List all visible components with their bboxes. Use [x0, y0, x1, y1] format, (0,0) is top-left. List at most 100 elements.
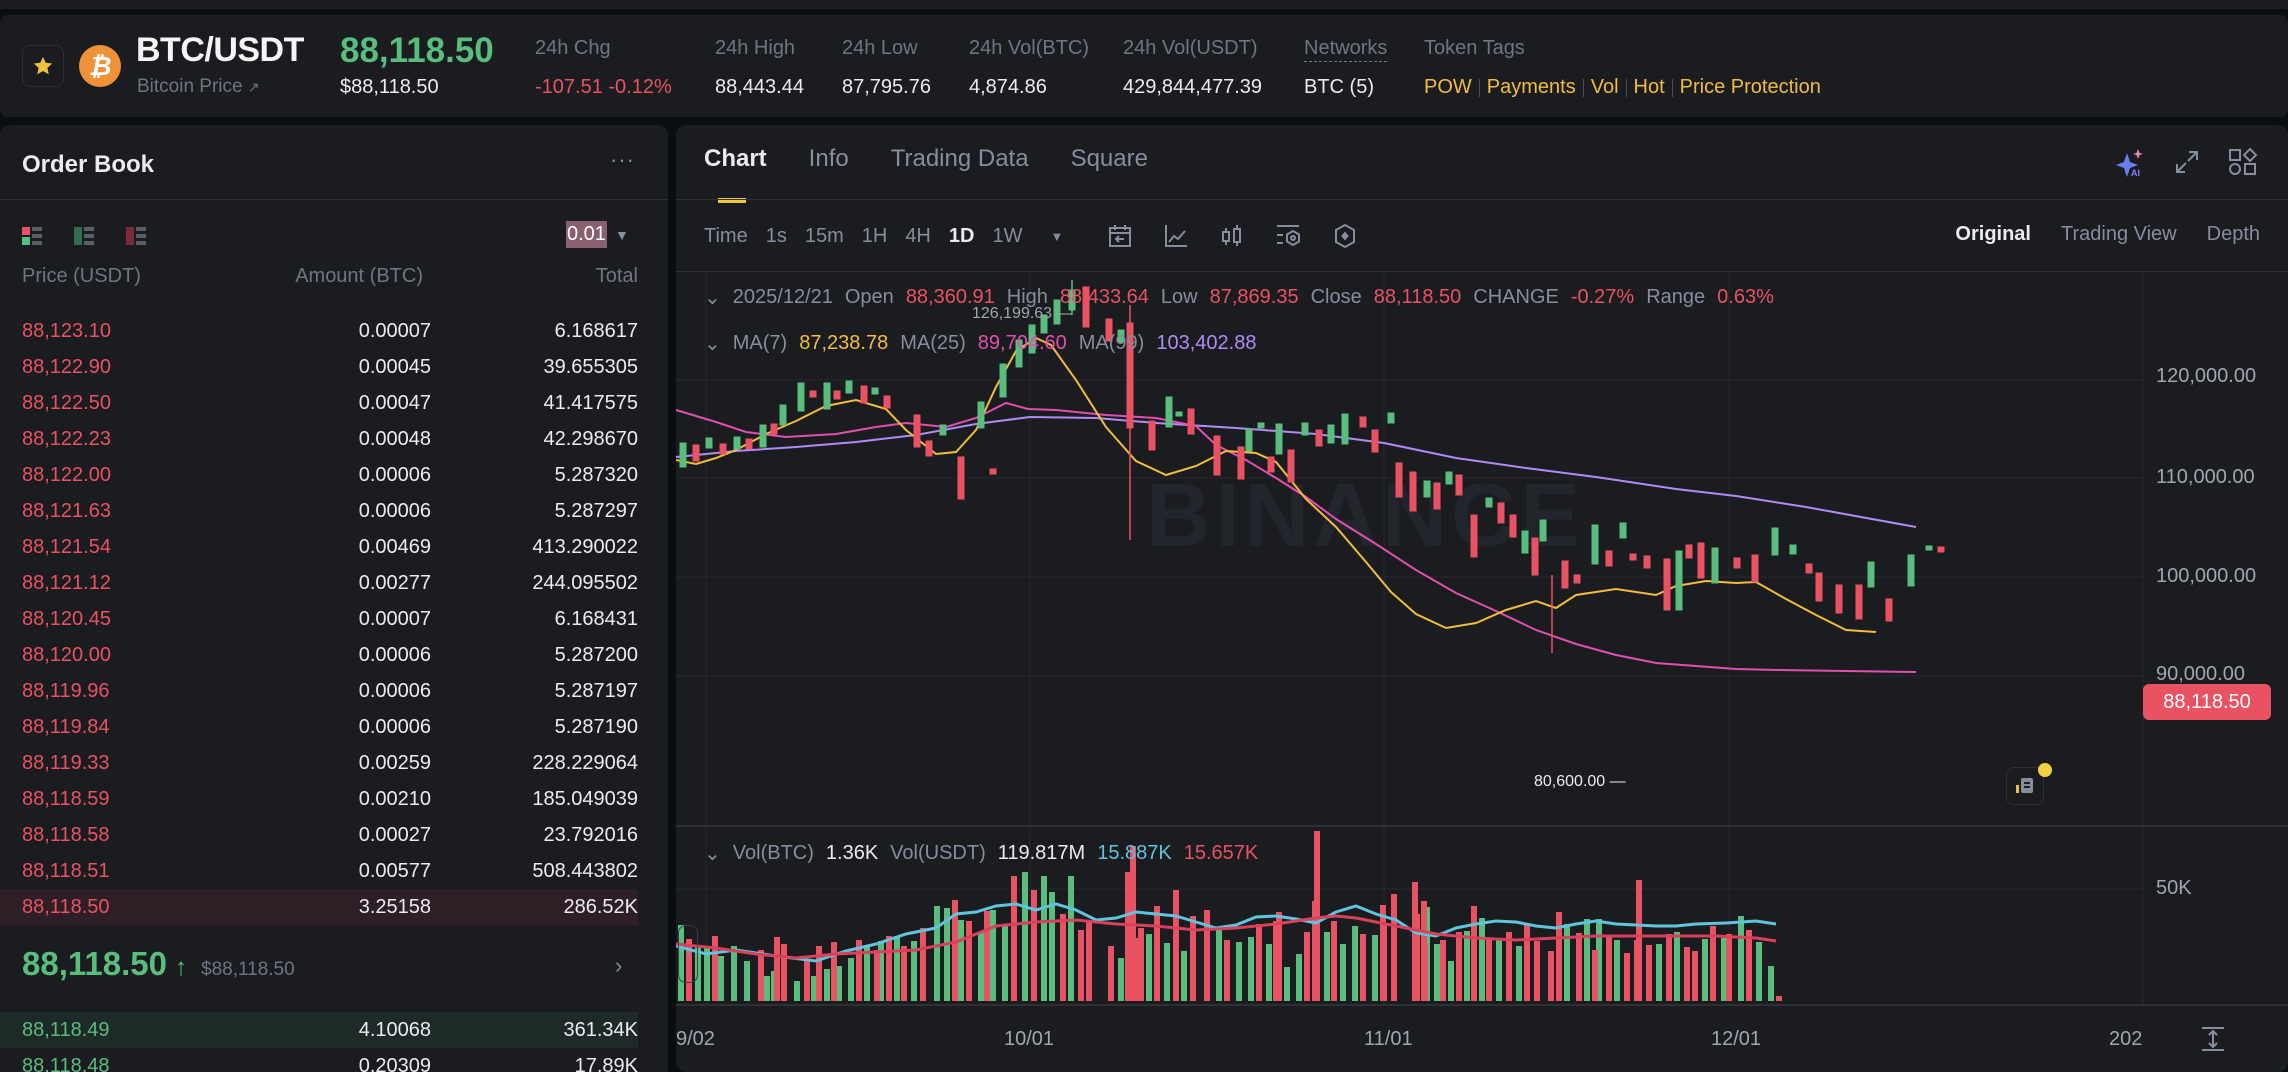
tick-size-dropdown[interactable]: 0.01 ▼ [566, 221, 629, 248]
bid-row[interactable]: 88,118.49 4.10068 361.34K [0, 1012, 668, 1048]
tag-payments[interactable]: Payments [1486, 76, 1576, 98]
ask-row[interactable]: 88,119.96 0.00006 5.287197 [0, 673, 668, 709]
tag-pow[interactable]: POW [1424, 76, 1472, 98]
bid-amount: 0.20309 [358, 1055, 431, 1072]
ask-row[interactable]: 88,120.00 0.00006 5.287200 [0, 637, 668, 673]
ma-legend: ⌄ MA(7) 87,238.78 MA(25) 89,704.60 MA(99… [704, 331, 1256, 356]
order-book-panel: Order Book ··· 0.01 ▼ Price (USDT) Amoun… [0, 125, 668, 1072]
more-options-button[interactable]: ··· [610, 147, 635, 172]
external-link-icon: ↗ [247, 79, 260, 95]
ask-price: 88,118.51 [22, 860, 110, 882]
mid-price-value: 88,118.50 [22, 945, 167, 982]
drawing-hexagon-icon[interactable] [1333, 223, 1357, 249]
ask-row-best[interactable]: 88,118.50 3.25158 286.52K [0, 889, 668, 925]
ask-row[interactable]: 88,118.58 0.00027 23.792016 [0, 817, 668, 853]
ask-row[interactable]: 88,121.54 0.00469 413.290022 [0, 529, 668, 565]
networks-label[interactable]: Networks [1304, 37, 1388, 62]
col-amount: Amount (BTC) [295, 265, 423, 287]
tab-trading-data[interactable]: Trading Data [890, 145, 1029, 172]
ask-row[interactable]: 88,121.12 0.00277 244.095502 [0, 565, 668, 601]
bids-list: 88,118.49 4.10068 361.34K 88,118.48 0.20309… [0, 1012, 668, 1072]
divider [676, 199, 2288, 200]
ask-row[interactable]: 88,122.00 0.00006 5.287320 [0, 457, 668, 493]
chart-settings-icon[interactable] [1275, 223, 1303, 249]
low-label: Low [1160, 286, 1198, 308]
tab-info[interactable]: Info [808, 145, 849, 172]
interval-1h[interactable]: 1H [861, 224, 888, 247]
ask-amount: 0.00047 [358, 392, 431, 414]
collapse-chevron-icon[interactable]: ⌄ [704, 333, 721, 355]
tag-price-protection[interactable]: Price Protection [1679, 76, 1821, 98]
favorite-button[interactable] [22, 45, 64, 87]
interval-time[interactable]: Time [704, 224, 748, 247]
indicator-line-icon[interactable] [1163, 223, 1189, 249]
order-book-title: Order Book [22, 151, 155, 178]
ask-total: 508.443802 [532, 860, 638, 882]
expand-icon[interactable] [2174, 149, 2200, 175]
tag-vol[interactable]: Vol [1590, 76, 1619, 98]
high-value: 88,433.64 [1059, 286, 1149, 308]
ask-row[interactable]: 88,119.84 0.00006 5.287190 [0, 709, 668, 745]
scale-reset-icon[interactable] [2200, 1025, 2226, 1053]
bid-row[interactable]: 88,118.48 0.20309 17.89K [0, 1048, 668, 1072]
candle-type-icon[interactable] [1219, 223, 1245, 249]
interval-1s[interactable]: 1s [765, 224, 787, 247]
ask-price: 88,118.59 [22, 788, 110, 810]
tab-square[interactable]: Square [1070, 145, 1148, 172]
interval-4h[interactable]: 4H [905, 224, 931, 247]
view-bids-icon[interactable] [74, 225, 96, 247]
vol-usdt-value: 119.817M [997, 842, 1086, 864]
tab-chart[interactable]: Chart [704, 145, 767, 203]
interval-1w[interactable]: 1W [992, 224, 1023, 247]
tag-separator [1582, 78, 1584, 97]
interval-1d[interactable]: 1D [948, 224, 975, 247]
news-button[interactable] [2006, 767, 2044, 805]
ask-total: 413.290022 [532, 536, 638, 558]
view-both-icon[interactable] [22, 225, 44, 247]
tag-hot[interactable]: Hot [1633, 76, 1665, 98]
bitcoin-icon: ₿ [79, 45, 121, 87]
collapse-chevron-icon[interactable]: ⌄ [704, 843, 721, 865]
stat-label: 24h High [715, 37, 796, 59]
more-intervals-caret-icon[interactable]: ▼ [1050, 228, 1064, 244]
stat-value: BTC (5) [1304, 76, 1374, 98]
ask-row[interactable]: 88,120.45 0.00007 6.168431 [0, 601, 668, 637]
ask-amount: 0.00048 [358, 428, 431, 450]
ask-row[interactable]: 88,123.10 0.00007 6.168617 [0, 313, 668, 349]
ask-row[interactable]: 88,122.50 0.00047 41.417575 [0, 385, 668, 421]
ask-amount: 0.00006 [358, 500, 431, 522]
ask-row[interactable]: 88,122.90 0.00045 39.655305 [0, 349, 668, 385]
open-label: Open [844, 286, 894, 308]
bitcoin-price-link[interactable]: Bitcoin Price ↗ [137, 76, 260, 98]
chart-panel: Chart Info Trading Data Square AI Time 1… [676, 125, 2288, 1072]
view-asks-icon[interactable] [126, 225, 148, 247]
stat-networks[interactable]: Networks BTC (5) [1304, 37, 1388, 99]
ma7-label: MA(7) [732, 332, 788, 354]
svg-text:AI: AI [2131, 168, 2140, 177]
ask-row[interactable]: 88,118.59 0.00210 185.049039 [0, 781, 668, 817]
ask-row[interactable]: 88,119.33 0.00259 228.229064 [0, 745, 668, 781]
layout-widgets-icon[interactable] [2228, 147, 2258, 177]
view-depth[interactable]: Depth [2206, 223, 2260, 245]
ask-total: 228.229064 [532, 752, 638, 774]
expand-left-panel-button[interactable]: › [678, 925, 698, 983]
ask-row[interactable]: 88,121.63 0.00006 5.287297 [0, 493, 668, 529]
collapse-chevron-icon[interactable]: ⌄ [704, 287, 721, 309]
interval-15m[interactable]: 15m [804, 224, 844, 247]
candlestick-chart[interactable] [676, 272, 2288, 1072]
ask-row[interactable]: 88,122.23 0.00048 42.298670 [0, 421, 668, 457]
ask-row[interactable]: 88,118.51 0.00577 508.443802 [0, 853, 668, 889]
ask-price: 88,119.96 [22, 680, 110, 702]
ai-sparkle-icon[interactable]: AI [2116, 147, 2146, 177]
volume-chart[interactable] [676, 826, 2143, 1005]
chevron-right-icon[interactable]: › [615, 953, 623, 978]
ask-amount: 0.00006 [358, 716, 431, 738]
bid-amount: 4.10068 [358, 1019, 431, 1041]
ma7-value: 87,238.78 [799, 332, 889, 354]
ask-price: 88,119.33 [22, 752, 110, 774]
view-original[interactable]: Original [1955, 223, 2031, 245]
calendar-jump-icon[interactable] [1107, 223, 1133, 249]
view-trading-view[interactable]: Trading View [2061, 223, 2177, 245]
volume-legend: ⌄ Vol(BTC) 1.36K Vol(USDT) 119.817M 15.8… [704, 841, 1258, 866]
stat-24h-high: 24h High 88,443.44 [715, 37, 804, 99]
